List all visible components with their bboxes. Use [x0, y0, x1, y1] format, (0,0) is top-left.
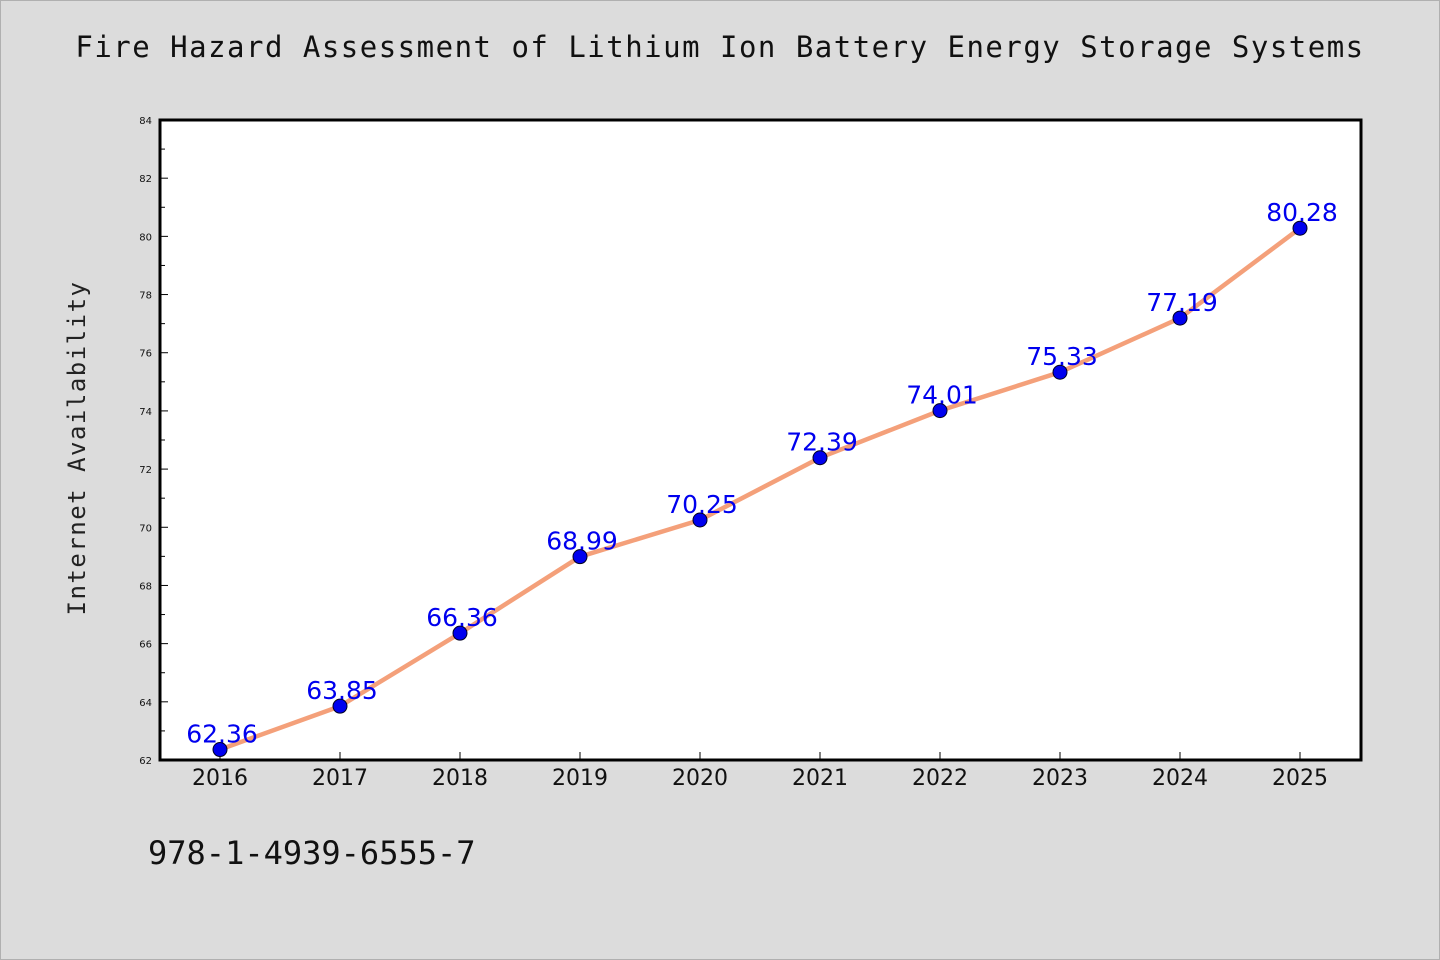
- data-point: [572, 549, 588, 565]
- x-tick-label: 2025: [1272, 766, 1328, 791]
- data-label: 68.99: [546, 527, 618, 556]
- y-tick-label: 74: [139, 407, 152, 418]
- y-tick-label: 64: [139, 698, 152, 709]
- data-label: 63.85: [306, 676, 378, 705]
- data-label: 72.39: [786, 428, 858, 457]
- y-tick-label: 84: [139, 116, 152, 127]
- x-tick-label: 2018: [432, 766, 488, 791]
- y-tick-label: 62: [139, 756, 152, 767]
- data-point: [692, 512, 708, 528]
- y-tick-label: 68: [139, 581, 152, 592]
- x-tick-label: 2016: [192, 766, 248, 791]
- x-tick-label: 2023: [1032, 766, 1088, 791]
- data-label: 80.28: [1266, 198, 1338, 227]
- x-tick-label: 2017: [312, 766, 368, 791]
- y-tick-label: 66: [139, 640, 152, 651]
- data-label: 74.01: [906, 381, 978, 410]
- data-label: 62.36: [186, 720, 258, 749]
- x-tick-label: 2021: [792, 766, 848, 791]
- data-label: 70.25: [666, 490, 738, 519]
- data-point: [212, 742, 228, 758]
- y-tick-label: 72: [139, 465, 152, 476]
- x-tick-label: 2020: [672, 766, 728, 791]
- y-tick-label: 80: [139, 232, 152, 243]
- data-point: [452, 625, 468, 641]
- x-axis: 2016 2017 2018 2019 2020 2021 2022 2023 2024 2025: [192, 752, 1328, 791]
- x-tick-label: 2022: [912, 766, 968, 791]
- data-labels: 62.36 63.85 66.36 68.99 70.25 72.39 74.01 75.33…: [186, 198, 1338, 748]
- data-label: 77.19: [1146, 288, 1218, 317]
- series-line: [217, 225, 1303, 752]
- data-label: 75.33: [1026, 342, 1098, 371]
- data-point: [932, 403, 948, 419]
- data-point: [1292, 220, 1308, 236]
- data-point: [812, 450, 828, 466]
- y-tick-label: 82: [139, 174, 152, 185]
- data-point: [332, 698, 348, 714]
- data-label: 66.36: [426, 603, 498, 632]
- y-tick-label: 70: [139, 523, 152, 534]
- y-tick-label: 76: [139, 349, 152, 360]
- x-tick-label: 2019: [552, 766, 608, 791]
- isbn-code: 978-1-4939-6555-7: [148, 834, 476, 872]
- y-tick-label: 78: [139, 291, 152, 302]
- data-points: [212, 220, 1308, 758]
- data-point: [1052, 364, 1068, 380]
- data-point: [1172, 310, 1188, 326]
- chart-title: Fire Hazard Assessment of Lithium Ion Ba…: [75, 30, 1365, 64]
- x-tick-label: 2024: [1152, 766, 1208, 791]
- y-axis: 62 64 66 68 70 72 74 76 78 80 82 84: [139, 116, 168, 767]
- plot-area: [158, 118, 1363, 762]
